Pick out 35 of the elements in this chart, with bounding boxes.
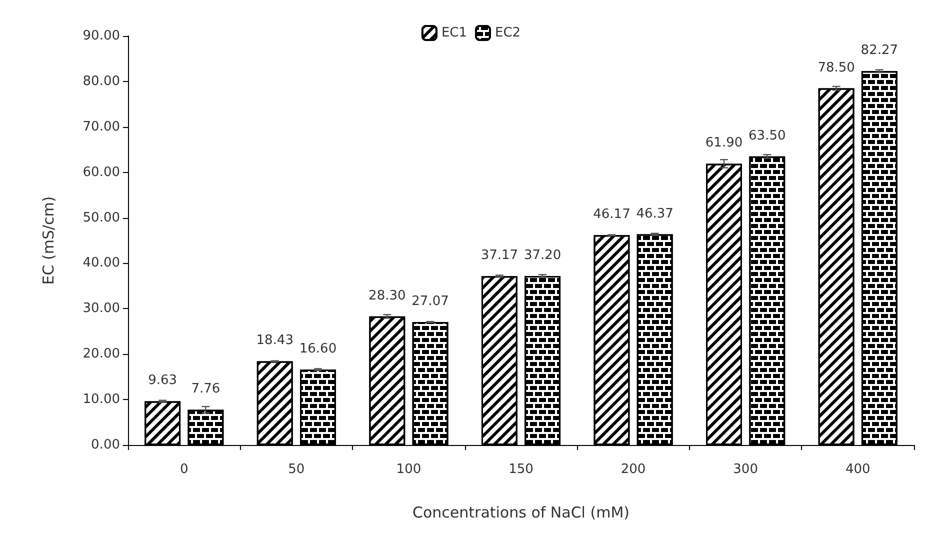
data-label: 82.27: [860, 43, 898, 58]
data-label: 9.63: [148, 373, 178, 388]
data-label: 61.90: [705, 136, 743, 151]
data-label: 27.07: [412, 294, 449, 309]
y-tick-label: 10.00: [82, 392, 120, 408]
y-tick-label: 0.00: [91, 438, 120, 452]
legend-label: EC2: [495, 26, 521, 40]
data-label: 46.17: [593, 207, 630, 222]
data-label: 78.50: [818, 60, 855, 76]
x-tick-label: 100: [396, 462, 422, 477]
data-label: 16.60: [299, 342, 337, 357]
y-tick-label: 30.00: [82, 301, 120, 316]
x-axis-title: Concentrations of NaCl (mM): [412, 504, 630, 522]
data-label: 18.43: [256, 333, 294, 348]
x-tick-label: 50: [288, 462, 305, 477]
y-tick-label: 60.00: [82, 164, 120, 180]
x-tick-label: 400: [845, 462, 870, 477]
data-label: 63.50: [748, 128, 786, 144]
data-label: 28.30: [368, 288, 406, 304]
legend-label: EC1: [441, 26, 467, 40]
y-tick-label: 70.00: [82, 119, 120, 134]
x-tick-label: 200: [620, 462, 646, 477]
data-label: 37.20: [524, 248, 562, 263]
y-tick-label: 80.00: [82, 74, 120, 89]
y-axis-title: EC (mS/cm): [40, 196, 58, 285]
y-tick-label: 90.00: [82, 28, 120, 44]
data-label: 46.37: [636, 206, 674, 222]
data-label: 37.17: [480, 248, 518, 264]
y-tick-label: 40.00: [82, 256, 120, 271]
y-tick-label: 20.00: [82, 346, 120, 362]
data-label: 7.76: [191, 382, 220, 397]
y-tick-label: 50.00: [82, 210, 120, 226]
x-tick-label: 300: [733, 462, 758, 477]
x-tick-label: 0: [180, 462, 188, 477]
x-tick-label: 150: [508, 462, 534, 477]
